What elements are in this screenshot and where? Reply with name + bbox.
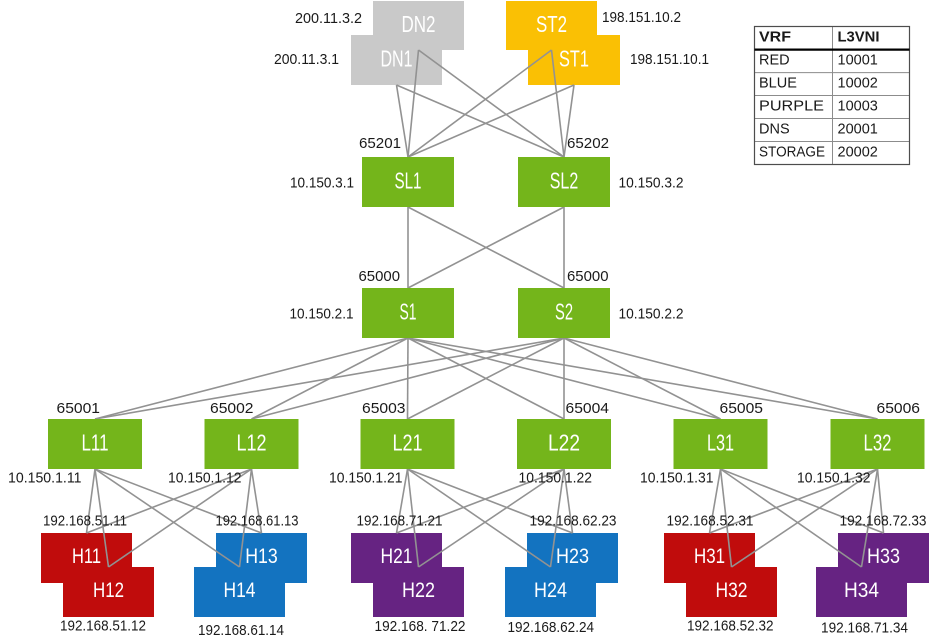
svg-text:H14: H14	[224, 579, 256, 602]
svg-text:PURPLE: PURPLE	[759, 99, 824, 115]
svg-text:L32: L32	[864, 430, 892, 456]
svg-text:192.168.61.14: 192.168.61.14	[198, 622, 284, 639]
svg-text:10.150.1.32: 10.150.1.32	[797, 470, 871, 487]
svg-text:SL2: SL2	[550, 168, 579, 194]
svg-text:65201: 65201	[359, 135, 401, 152]
svg-text:H23: H23	[556, 545, 589, 568]
svg-text:L21: L21	[393, 430, 423, 456]
svg-text:192.168.52.31: 192.168.52.31	[667, 513, 754, 530]
svg-text:20001: 20001	[838, 122, 878, 138]
svg-text:10.150.3.1: 10.150.3.1	[290, 175, 354, 192]
svg-text:ST1: ST1	[559, 46, 589, 72]
svg-text:H32: H32	[716, 579, 748, 602]
svg-text:192.168.52.32: 192.168.52.32	[687, 618, 774, 635]
svg-text:RED: RED	[759, 53, 790, 69]
svg-text:S1: S1	[400, 299, 417, 325]
svg-text:10002: 10002	[838, 76, 878, 92]
svg-text:H31: H31	[694, 545, 725, 568]
svg-text:H11: H11	[72, 545, 101, 568]
svg-text:200.11.3.2: 200.11.3.2	[295, 10, 362, 27]
svg-text:10.150.1.21: 10.150.1.21	[329, 470, 403, 487]
svg-text:VRF: VRF	[759, 30, 791, 46]
svg-text:L12: L12	[237, 430, 267, 456]
svg-text:10001: 10001	[838, 53, 878, 69]
svg-text:192.168.51.12: 192.168.51.12	[60, 618, 146, 635]
svg-text:65000: 65000	[359, 268, 401, 285]
svg-text:198.151.10.2: 198.151.10.2	[602, 9, 681, 26]
svg-text:L3VNI: L3VNI	[838, 30, 880, 46]
svg-text:10.150.1.31: 10.150.1.31	[640, 470, 714, 487]
svg-text:192.168.71.21: 192.168.71.21	[357, 513, 443, 530]
svg-text:65006: 65006	[877, 400, 921, 417]
svg-text:S2: S2	[555, 299, 573, 325]
svg-text:10.150.2.1: 10.150.2.1	[290, 306, 354, 323]
svg-text:10.150.1.12: 10.150.1.12	[168, 470, 242, 487]
svg-text:H12: H12	[93, 579, 124, 602]
svg-text:L22: L22	[548, 430, 580, 456]
svg-text:H33: H33	[867, 545, 900, 568]
svg-text:H22: H22	[402, 579, 435, 602]
svg-text:SL1: SL1	[395, 168, 422, 194]
svg-text:65004: 65004	[566, 400, 610, 417]
svg-text:65202: 65202	[567, 135, 609, 152]
svg-text:192.168.51.11: 192.168.51.11	[43, 513, 127, 530]
svg-text:H34: H34	[844, 579, 879, 602]
svg-text:10003: 10003	[838, 99, 878, 115]
svg-text:10.150.2.2: 10.150.2.2	[619, 306, 684, 323]
svg-text:H21: H21	[381, 545, 413, 568]
svg-text:20002: 20002	[838, 145, 878, 161]
svg-text:10.150.1.22: 10.150.1.22	[519, 470, 593, 487]
svg-text:192.168. 71.22: 192.168. 71.22	[375, 618, 466, 635]
svg-text:192.168.62.23: 192.168.62.23	[530, 513, 617, 530]
svg-text:ST2: ST2	[536, 11, 567, 37]
svg-text:DN2: DN2	[402, 11, 436, 37]
svg-text:H13: H13	[245, 545, 278, 568]
svg-text:H24: H24	[534, 579, 567, 602]
svg-text:192.168.72.33: 192.168.72.33	[840, 513, 927, 530]
svg-text:65000: 65000	[567, 268, 609, 285]
svg-text:L11: L11	[82, 430, 109, 456]
svg-text:200.11.3.1: 200.11.3.1	[274, 51, 339, 68]
svg-text:BLUE: BLUE	[759, 76, 797, 92]
svg-text:198.151.10.1: 198.151.10.1	[630, 51, 709, 68]
svg-text:65002: 65002	[210, 400, 254, 417]
svg-text:192.168.71.34: 192.168.71.34	[821, 620, 908, 637]
svg-text:10.150.1.11: 10.150.1.11	[8, 470, 82, 487]
svg-text:65003: 65003	[362, 400, 406, 417]
svg-text:65001: 65001	[57, 400, 101, 417]
svg-text:192.168.62.24: 192.168.62.24	[508, 619, 595, 636]
svg-text:L31: L31	[707, 430, 734, 456]
svg-text:DNS: DNS	[759, 122, 790, 138]
svg-text:DN1: DN1	[381, 46, 413, 72]
svg-text:65005: 65005	[720, 400, 764, 417]
svg-text:STORAGE: STORAGE	[759, 145, 825, 161]
svg-text:192.168.61.13: 192.168.61.13	[216, 513, 299, 530]
svg-text:10.150.3.2: 10.150.3.2	[619, 175, 684, 192]
